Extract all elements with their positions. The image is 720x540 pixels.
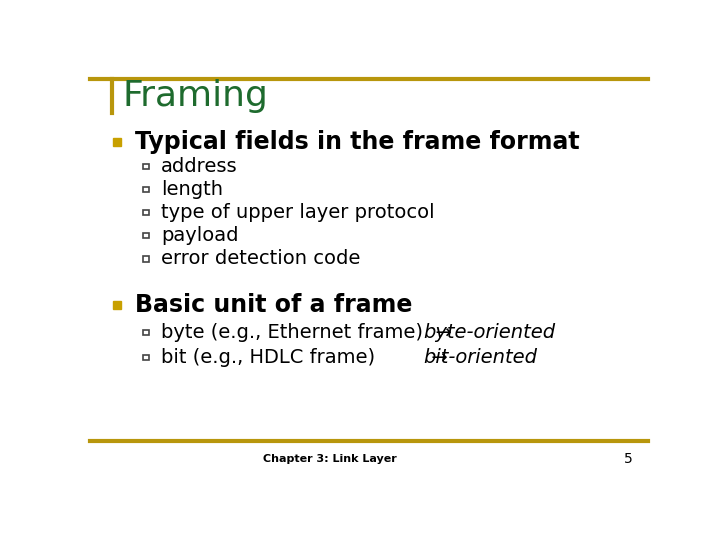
Bar xyxy=(143,233,148,239)
Bar xyxy=(143,210,148,215)
Text: byte (e.g., Ethernet frame)  →: byte (e.g., Ethernet frame) → xyxy=(161,323,459,342)
Text: Chapter 3: Link Layer: Chapter 3: Link Layer xyxy=(264,454,397,464)
Text: 5: 5 xyxy=(624,452,633,466)
Text: type of upper layer protocol: type of upper layer protocol xyxy=(161,203,435,222)
Text: byte-oriented: byte-oriented xyxy=(423,323,555,342)
Text: error detection code: error detection code xyxy=(161,249,361,268)
Bar xyxy=(113,138,121,146)
Text: Basic unit of a frame: Basic unit of a frame xyxy=(135,293,413,317)
Bar xyxy=(143,187,148,192)
Bar xyxy=(143,355,148,360)
Text: Typical fields in the frame format: Typical fields in the frame format xyxy=(135,130,580,154)
Text: address: address xyxy=(161,157,238,176)
Bar xyxy=(143,164,148,169)
Text: payload: payload xyxy=(161,226,239,245)
Text: length: length xyxy=(161,180,223,199)
Bar xyxy=(113,301,121,309)
Bar xyxy=(143,256,148,261)
Text: bit-oriented: bit-oriented xyxy=(423,348,537,367)
Bar xyxy=(143,330,148,335)
Text: bit (e.g., HDLC frame)         →: bit (e.g., HDLC frame) → xyxy=(161,348,454,367)
Text: Framing: Framing xyxy=(122,79,269,113)
